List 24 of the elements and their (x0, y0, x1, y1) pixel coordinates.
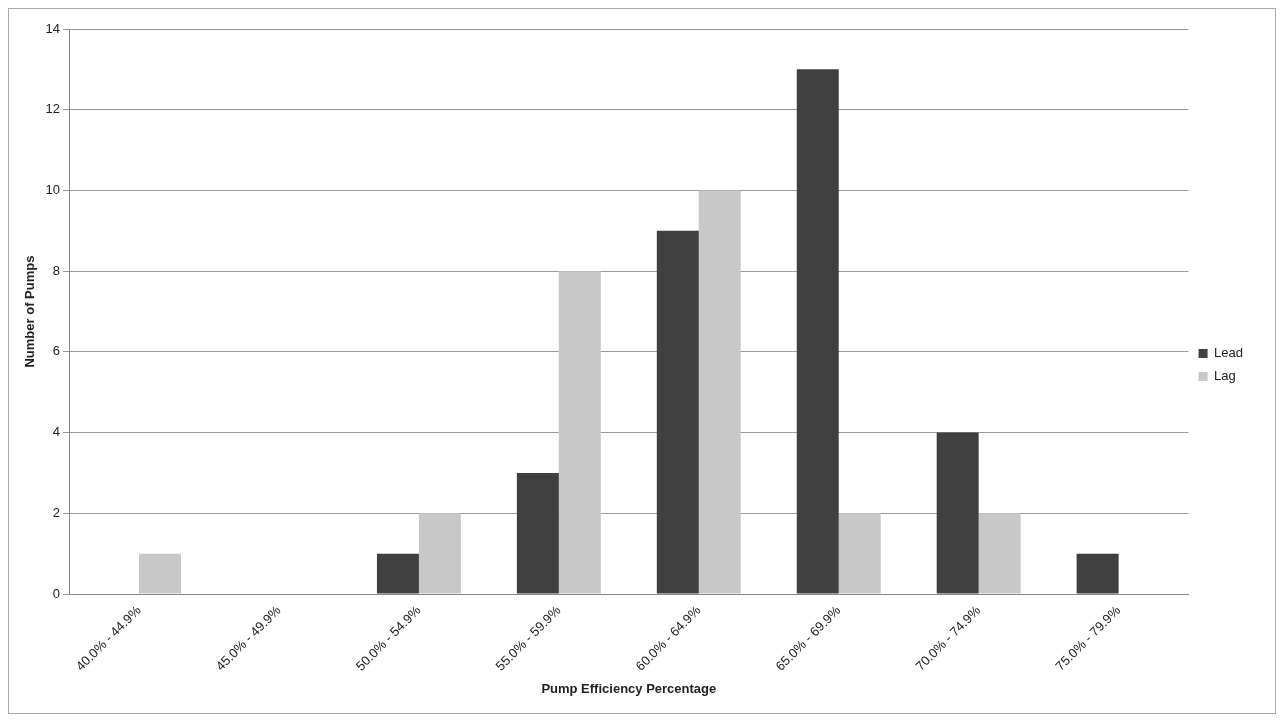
y-tick-label: 8 (52, 262, 61, 278)
bar (418, 513, 461, 594)
bar (838, 513, 881, 594)
y-tick-label: 2 (52, 504, 61, 520)
legend-label: Lag (1214, 368, 1236, 384)
y-tick-label: 4 (52, 424, 61, 440)
x-axis-title: Pump Efficiency Percentage (541, 680, 717, 696)
y-tick-label: 10 (45, 182, 61, 198)
bar (376, 553, 419, 594)
y-tick-label: 12 (45, 101, 61, 117)
bar (978, 513, 1021, 594)
bar (656, 230, 699, 594)
bar (516, 472, 559, 594)
bar (139, 553, 182, 594)
bar (698, 190, 741, 594)
y-axis-title: Number of Pumps (22, 255, 38, 368)
bar (558, 271, 601, 594)
bar (796, 69, 839, 594)
y-tick-label: 14 (45, 20, 61, 36)
bar (936, 432, 979, 594)
bar (1076, 553, 1119, 594)
y-tick-label: 6 (52, 343, 61, 359)
y-tick-label: 0 (52, 585, 61, 601)
legend-label: Lead (1214, 345, 1243, 361)
